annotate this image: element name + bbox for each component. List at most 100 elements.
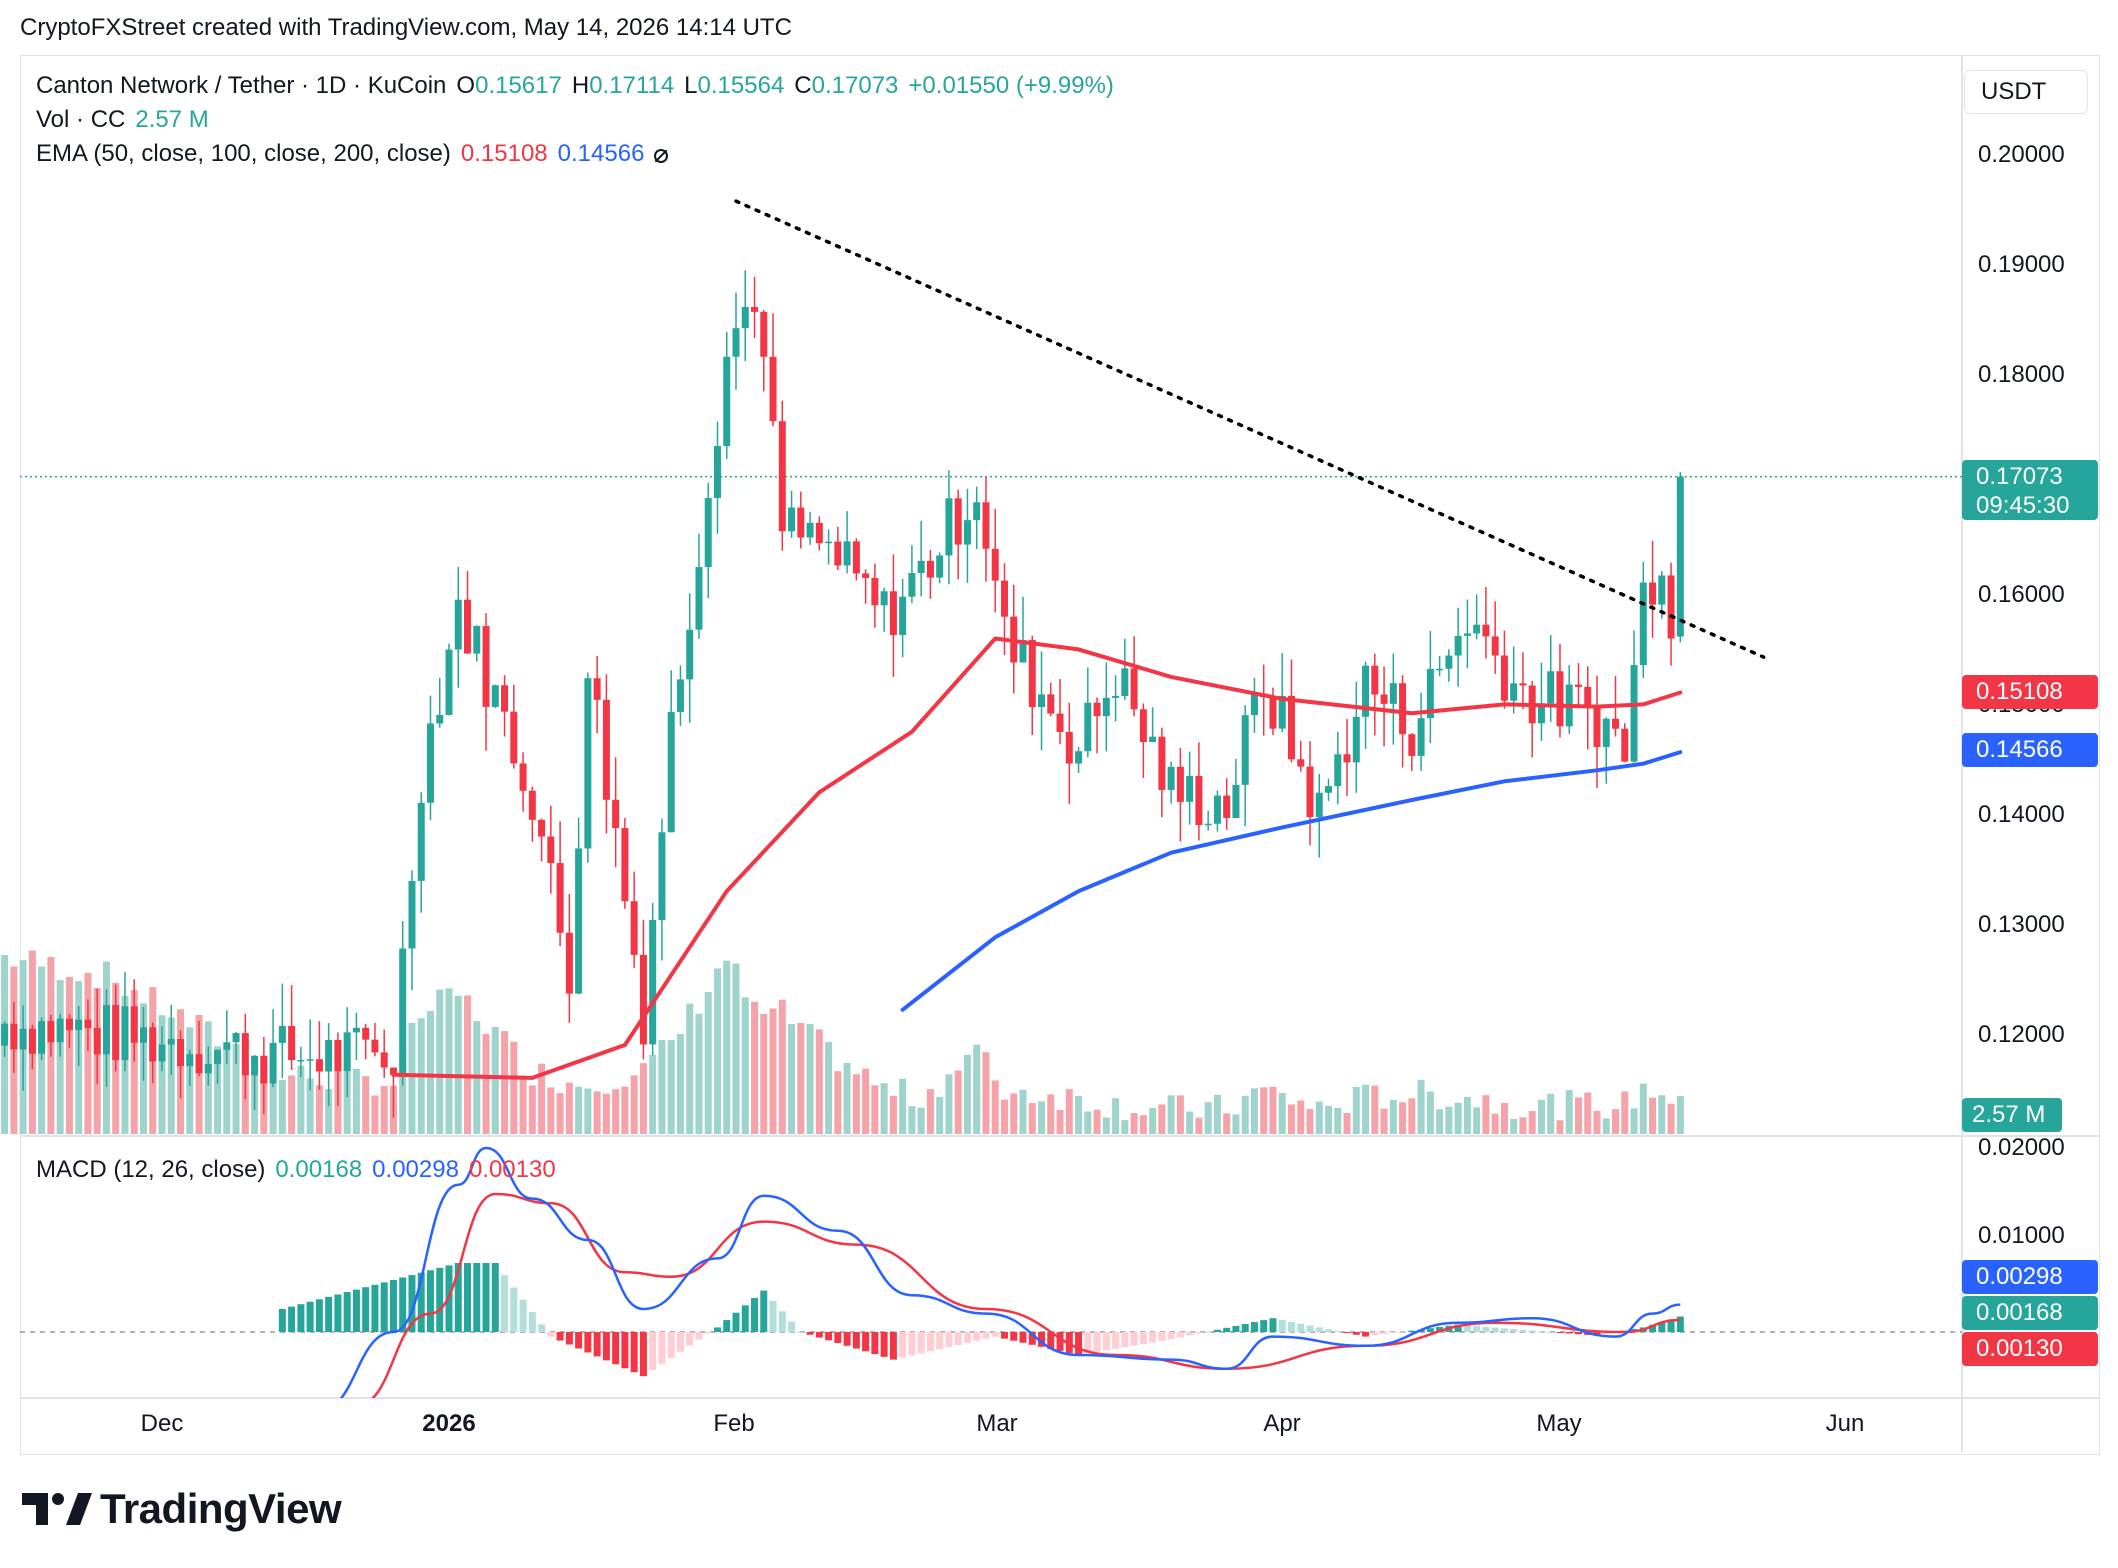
macd-histogram-bar — [732, 1312, 740, 1332]
candle-body — [102, 1005, 110, 1055]
volume-bar — [519, 1075, 527, 1134]
candle-body — [538, 819, 546, 837]
macd-histogram-bar — [917, 1332, 925, 1354]
macd-histogram-bar — [945, 1332, 953, 1348]
candle-body — [482, 626, 490, 707]
volume-bar — [1250, 1088, 1258, 1134]
candle-body — [1195, 775, 1203, 826]
volume-label[interactable]: Vol · CC — [36, 106, 126, 133]
open-key: O — [456, 72, 476, 99]
candle-body — [602, 699, 610, 800]
candle-body — [417, 802, 425, 881]
macd-histogram-bar — [1213, 1329, 1221, 1332]
volume-bar — [880, 1083, 888, 1134]
volume-bar — [621, 1086, 629, 1134]
candle-body — [788, 507, 796, 532]
hidden-eye-icon[interactable] — [654, 149, 669, 163]
candle-body — [241, 1033, 249, 1076]
volume-bar — [538, 1063, 546, 1134]
time-tick: Dec — [140, 1410, 184, 1437]
candle-body — [121, 1006, 129, 1061]
volume-bar — [741, 997, 749, 1134]
volume-bar — [158, 1015, 166, 1134]
macd-histogram-bar — [482, 1263, 490, 1332]
macd-histogram-bar — [343, 1292, 351, 1332]
candle-body — [1362, 665, 1370, 717]
macd-histogram-bar — [1149, 1332, 1157, 1343]
macd-histogram-bar — [519, 1299, 527, 1332]
candle-body — [658, 832, 666, 921]
volume-bar — [315, 1085, 323, 1134]
candle-body — [501, 685, 509, 712]
volume-bar — [1445, 1106, 1453, 1134]
macd-histogram-bar — [695, 1332, 703, 1340]
candle-body — [408, 880, 416, 949]
macd-histogram-bar — [760, 1290, 768, 1332]
candle-body — [158, 1044, 166, 1062]
volume-bar — [454, 995, 462, 1134]
macd-histogram-bar — [1158, 1332, 1166, 1341]
volume-legend: Vol · CC 2.57 M — [36, 106, 219, 134]
volume-bar — [325, 1089, 333, 1134]
volume-bar — [1139, 1115, 1147, 1134]
macd-histogram-bar — [1556, 1332, 1564, 1333]
volume-bar — [1621, 1091, 1629, 1134]
macd-histogram-bar — [593, 1332, 601, 1357]
volume-bar — [954, 1070, 962, 1134]
volume-bar — [297, 1065, 305, 1134]
macd-histogram-bar — [936, 1332, 944, 1350]
volume-bar — [528, 1085, 536, 1134]
time-tick: Apr — [1263, 1410, 1301, 1437]
volume-bar — [1380, 1108, 1388, 1134]
candle-body — [1297, 759, 1305, 767]
macd-histogram-bar — [464, 1263, 472, 1332]
currency-unit-button[interactable]: USDT — [1964, 70, 2088, 114]
candle-body — [19, 1028, 27, 1050]
tradingview-logo[interactable]: TradingView — [22, 1484, 342, 1534]
candle-body — [889, 591, 897, 636]
symbol-name[interactable]: Canton Network / Tether · 1D · KuCoin — [36, 72, 447, 99]
candle-body — [704, 497, 712, 568]
macd-label[interactable]: MACD (12, 26, close) — [36, 1156, 266, 1183]
candle-body — [695, 567, 703, 630]
candle-body — [1408, 734, 1416, 756]
candle-body — [1537, 703, 1545, 724]
volume-bar — [612, 1089, 620, 1134]
volume-bar — [926, 1089, 934, 1134]
candle-body — [177, 1038, 185, 1067]
volume-bar — [760, 1013, 768, 1134]
candle-body — [528, 790, 536, 820]
macd-histogram-bar — [454, 1263, 462, 1332]
ema-label[interactable]: EMA (50, close, 100, close, 200, close) — [36, 140, 451, 167]
macd-histogram-bar — [880, 1332, 888, 1357]
candle-body — [352, 1027, 360, 1033]
volume-bar — [1038, 1101, 1046, 1134]
candle-body — [1158, 736, 1166, 790]
candle-body — [1176, 766, 1184, 802]
macd-histogram-bar — [1658, 1321, 1666, 1332]
candle-body — [112, 1005, 120, 1061]
macd-histogram-bar — [1075, 1332, 1083, 1355]
candle-body — [56, 1018, 64, 1043]
macd-histogram-bar — [825, 1332, 833, 1341]
candle-body — [223, 1042, 231, 1050]
candle-body — [1056, 713, 1064, 733]
candle-body — [1630, 665, 1638, 762]
candle-body — [214, 1049, 222, 1064]
volume-bar — [1149, 1107, 1157, 1134]
high-key: H — [571, 72, 590, 99]
volume-bar — [963, 1054, 971, 1134]
macd-histogram-bar — [1250, 1322, 1258, 1332]
candle-body — [1556, 671, 1564, 727]
ema100-value: 0.14566 — [557, 140, 645, 167]
volume-bar — [371, 1095, 379, 1134]
candle-body — [1343, 754, 1351, 763]
macd-histogram-bar — [815, 1332, 823, 1338]
macd-histogram-bar — [1167, 1332, 1175, 1340]
macd-histogram-bar — [621, 1332, 629, 1369]
candle-body — [676, 679, 684, 713]
candle-body — [1149, 736, 1157, 743]
descending-trendline — [734, 199, 1766, 659]
volume-bar — [843, 1062, 851, 1134]
